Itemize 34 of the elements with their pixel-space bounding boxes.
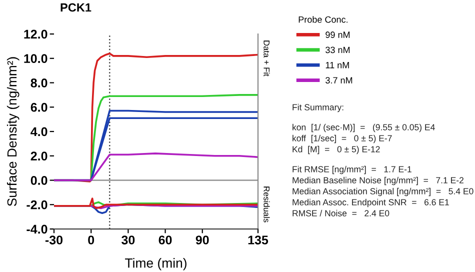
x-tick-label: 0 [88, 236, 94, 244]
text: Data + Fit [264, 40, 270, 76]
y-tick-label: 10.0 [24, 54, 48, 64]
y-tick-label: 12.0 [24, 30, 48, 39]
chart-title: PCK1 [60, 3, 92, 12]
y-tick-label: 2.0 [30, 152, 48, 161]
legend-label: 11 nM [326, 62, 349, 68]
legend-label: 99 nM [326, 32, 350, 38]
y-tick-label: -2.0 [26, 200, 48, 210]
legend-label: 3.7 nM [326, 77, 352, 84]
text: Kd [M] = 0 ± 5) E-12 [292, 146, 380, 154]
text: Residuals [264, 186, 270, 222]
text: Median Association Signal [ng/mm²] = 5.4 E0 [292, 188, 474, 196]
x-tick-label: 135 [248, 236, 268, 244]
y-tick-label: 6.0 [30, 102, 48, 112]
x-tick-label: 60 [158, 236, 172, 244]
text: RMSE / Noise = 2.4 E0 [292, 210, 390, 216]
text: Fit Summary: [292, 104, 344, 112]
legend-label: 33 nM [326, 46, 350, 54]
y-tick-label: -4.0 [26, 224, 48, 234]
x-tick-label: -30 [45, 236, 63, 244]
x-axis-title: Time (min) [125, 258, 186, 270]
text: Median Assoc. Endpoint SNR = 6.6 E1 [292, 198, 449, 208]
x-tick-label: 90 [196, 236, 209, 244]
x-tick-label: 30 [122, 236, 135, 244]
legend-title: Probe Conc. [298, 16, 348, 23]
y-tick-label: 4.0 [30, 127, 48, 136]
y-tick-label: 8.0 [30, 78, 48, 88]
y-axis-title: Surface Density (ng/mm²) [6, 57, 20, 206]
y-tick-label: 0.0 [30, 176, 48, 185]
text: kon [1/ (sec·M)] = (9.55 ± 0.05) E4 [292, 124, 435, 132]
text: Median Baseline Noise [ng/mm²] = 7.1 E-2 [292, 176, 464, 186]
text: koff [1/sec] = 0 ± 5) E-7 [292, 134, 392, 144]
text: Fit RMSE [ng/mm²] = 1.7 E-1 [292, 166, 412, 174]
